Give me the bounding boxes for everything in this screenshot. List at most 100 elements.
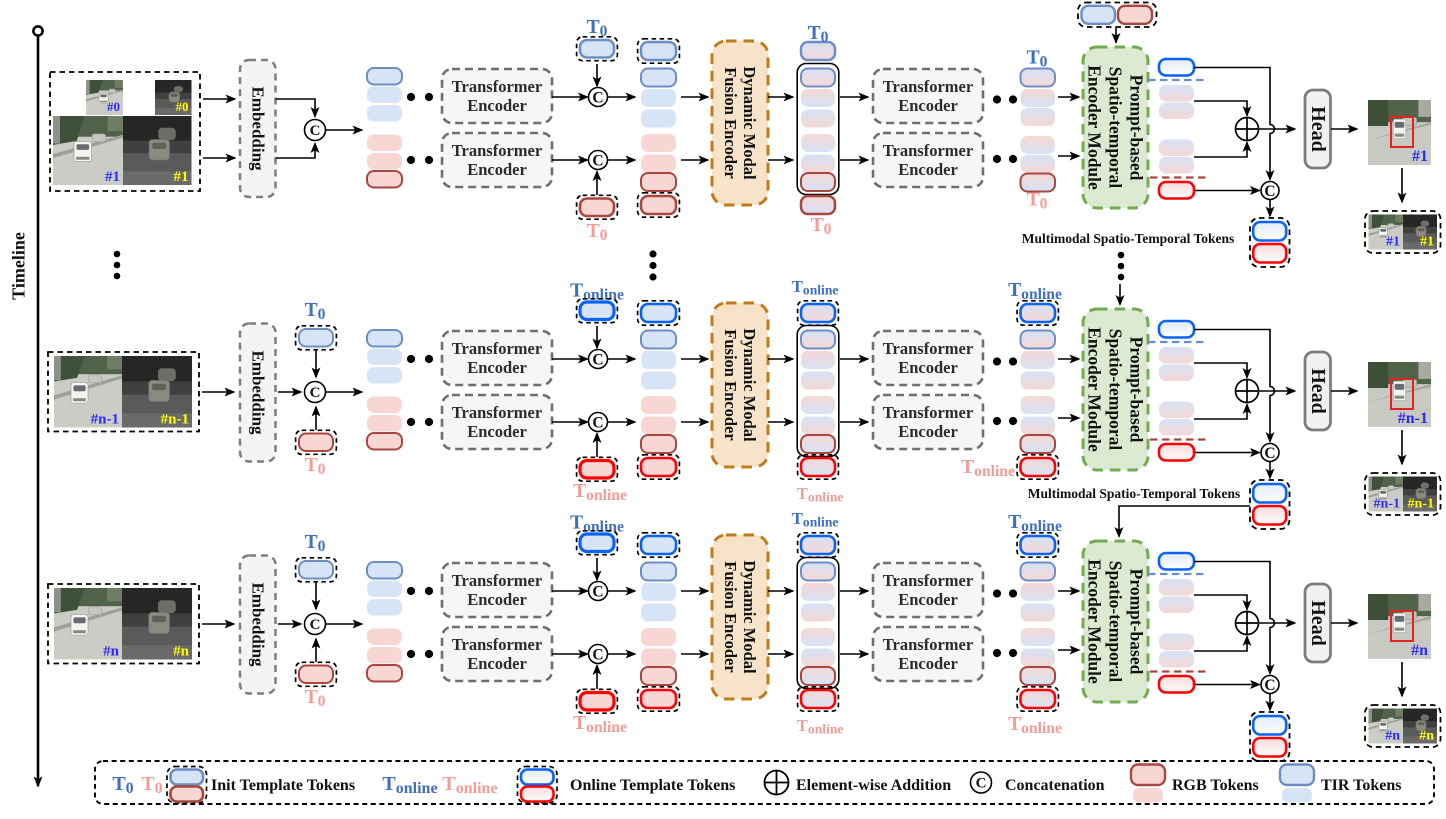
svg-text:C: C (592, 414, 603, 431)
svg-text:T0: T0 (811, 215, 832, 238)
svg-text:Element-wise Addition: Element-wise Addition (796, 777, 951, 794)
svg-text:Dynamic Modal: Dynamic Modal (740, 328, 759, 442)
svg-text:Spatio-temporal: Spatio-temporal (1106, 561, 1126, 683)
svg-text:T0: T0 (1027, 190, 1048, 213)
svg-text:Head: Head (1307, 368, 1329, 414)
svg-text:Tonline: Tonline (573, 713, 627, 736)
svg-text:#n: #n (1385, 729, 1400, 744)
svg-text:Transformer: Transformer (883, 403, 973, 422)
svg-text:C: C (1264, 445, 1275, 462)
svg-text:Embedding: Embedding (248, 582, 267, 667)
svg-text:#n: #n (173, 644, 190, 660)
svg-text:Spatio-temporal: Spatio-temporal (1106, 329, 1126, 451)
svg-text:Transformer: Transformer (452, 635, 542, 654)
svg-text:Spatio-temporal: Spatio-temporal (1106, 67, 1126, 189)
svg-text:C: C (310, 617, 321, 633)
svg-text:#1: #1 (1386, 235, 1400, 250)
svg-text:#n-1: #n-1 (1408, 497, 1434, 512)
svg-text:Tonline: Tonline (792, 509, 839, 530)
svg-text:Fusion Encoder: Fusion Encoder (721, 329, 740, 440)
svg-text:Transformer: Transformer (452, 571, 542, 590)
svg-text:#n-1: #n-1 (1398, 410, 1428, 427)
svg-text:T0: T0 (305, 300, 326, 323)
svg-text:#n: #n (1419, 729, 1434, 744)
svg-text:Prompt-based: Prompt-based (1127, 569, 1147, 675)
svg-text:Init Template Tokens: Init Template Tokens (211, 777, 355, 794)
svg-text:C: C (592, 351, 603, 368)
svg-text:Transformer: Transformer (883, 635, 973, 654)
svg-text:#0: #0 (176, 99, 189, 114)
svg-text:Encoder: Encoder (467, 358, 527, 377)
svg-text:Encoder: Encoder (467, 422, 527, 441)
svg-text:#1: #1 (1420, 235, 1434, 250)
svg-text:C: C (1264, 677, 1275, 694)
svg-text:Tonline: Tonline (792, 277, 839, 298)
svg-text:Multimodal Spatio-Temporal Tok: Multimodal Spatio-Temporal Tokens (1022, 231, 1235, 246)
svg-text:Encoder: Encoder (898, 358, 958, 377)
svg-text:Tonline: Tonline (1008, 512, 1062, 535)
svg-text:Fusion Encoder: Fusion Encoder (721, 561, 740, 672)
svg-text:#n: #n (1411, 642, 1428, 659)
svg-text:Concatenation: Concatenation (1005, 777, 1105, 794)
svg-text:Encoder: Encoder (898, 96, 958, 115)
svg-text:Transformer: Transformer (883, 77, 973, 96)
svg-text:Transformer: Transformer (452, 141, 542, 160)
svg-text:Encoder Module: Encoder Module (1085, 65, 1105, 190)
svg-text:T0: T0 (1027, 48, 1048, 71)
svg-text:#0: #0 (107, 99, 120, 114)
svg-text:Embedding: Embedding (248, 350, 267, 435)
svg-text:C: C (310, 385, 321, 401)
svg-text:RGB Tokens: RGB Tokens (1172, 777, 1259, 794)
svg-text:T0: T0 (587, 221, 608, 244)
svg-text:C: C (310, 123, 321, 139)
svg-text:T0: T0 (305, 532, 326, 555)
svg-text:Dynamic Modal: Dynamic Modal (740, 66, 759, 180)
svg-text:T0: T0 (305, 455, 326, 478)
svg-text:Head: Head (1307, 600, 1329, 646)
svg-text:Fusion Encoder: Fusion Encoder (721, 67, 740, 178)
svg-text:Tonline: Tonline (1008, 714, 1062, 737)
svg-text:C: C (592, 89, 603, 106)
svg-text:Prompt-based: Prompt-based (1127, 75, 1147, 181)
svg-text:Encoder: Encoder (467, 654, 527, 673)
svg-text:C: C (1264, 183, 1275, 200)
svg-text:Transformer: Transformer (883, 339, 973, 358)
svg-text:#n-1: #n-1 (161, 412, 189, 428)
svg-text:C: C (592, 152, 603, 169)
svg-text:Encoder Module: Encoder Module (1085, 327, 1105, 452)
svg-text:#1: #1 (1412, 148, 1428, 165)
svg-text:#n-1: #n-1 (91, 412, 119, 428)
svg-text:Prompt-based: Prompt-based (1127, 337, 1147, 443)
svg-text:Encoder Module: Encoder Module (1085, 559, 1105, 684)
svg-text:Tonline: Tonline (1008, 280, 1062, 303)
svg-text:Timeline: Timeline (9, 232, 29, 300)
svg-text:C: C (592, 646, 603, 663)
svg-text:#1: #1 (105, 169, 120, 185)
svg-text:Transformer: Transformer (452, 77, 542, 96)
svg-text:Encoder: Encoder (467, 590, 527, 609)
svg-text:Transformer: Transformer (883, 141, 973, 160)
svg-text:Dynamic Modal: Dynamic Modal (740, 560, 759, 674)
svg-text:#n: #n (103, 644, 120, 660)
svg-text:Online Template Tokens: Online Template Tokens (570, 777, 735, 794)
svg-text:T0: T0 (587, 17, 608, 40)
svg-text:Tonline: Tonline (797, 484, 844, 505)
svg-text:Head: Head (1307, 106, 1329, 152)
svg-text:Transformer: Transformer (452, 339, 542, 358)
svg-text:Tonline: Tonline (961, 457, 1015, 480)
svg-text:#n-1: #n-1 (1374, 497, 1400, 512)
svg-text:Multimodal Spatio-Temporal Tok: Multimodal Spatio-Temporal Tokens (1028, 486, 1241, 501)
svg-text:Encoder: Encoder (898, 654, 958, 673)
svg-text:Transformer: Transformer (452, 403, 542, 422)
svg-text:T0: T0 (305, 687, 326, 710)
svg-text:#1: #1 (174, 169, 189, 185)
svg-text:Embedding: Embedding (248, 86, 267, 171)
svg-text:Encoder: Encoder (467, 160, 527, 179)
svg-text:Encoder: Encoder (467, 96, 527, 115)
svg-text:T0: T0 (808, 23, 829, 46)
svg-text:C: C (976, 776, 987, 792)
svg-text:C: C (592, 583, 603, 600)
svg-text:TIR Tokens: TIR Tokens (1321, 777, 1402, 794)
svg-text:Transformer: Transformer (883, 571, 973, 590)
svg-text:Encoder: Encoder (898, 590, 958, 609)
